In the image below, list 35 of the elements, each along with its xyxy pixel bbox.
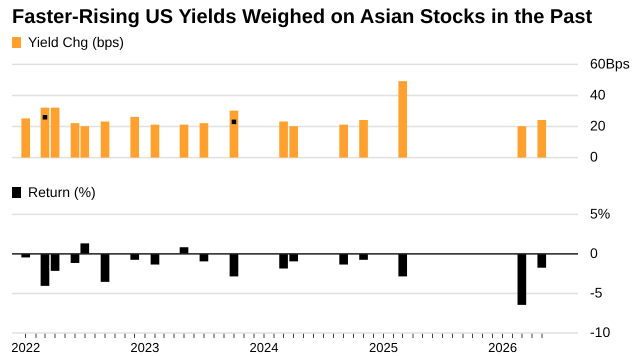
bar xyxy=(230,110,238,158)
y-tick-label: 0 xyxy=(590,244,598,261)
y-tick-label: -10 xyxy=(590,324,610,340)
x-tick-label: 2026 xyxy=(488,340,518,356)
legend-label: Yield Chg (bps) xyxy=(28,34,124,50)
y-tick-label: 5% xyxy=(590,205,610,222)
x-tick-label: 2024 xyxy=(250,340,278,356)
bar xyxy=(100,122,110,158)
bar xyxy=(398,81,408,158)
bar xyxy=(100,254,110,282)
bar xyxy=(150,124,160,158)
y-tick-label: -5 xyxy=(590,284,603,300)
bar xyxy=(200,123,208,158)
y-tick-label: 60Bps xyxy=(590,55,630,72)
bar xyxy=(339,124,348,158)
bar xyxy=(130,116,140,158)
bar xyxy=(518,126,526,158)
bar xyxy=(339,254,348,265)
legend-label: Return (%) xyxy=(28,184,96,200)
chart-title: Faster-Rising US Yields Weighed on Asian Stocks in the Past xyxy=(11,5,594,30)
bar xyxy=(537,254,546,268)
bar xyxy=(150,254,160,265)
y-tick-label: 0 xyxy=(590,148,598,164)
x-tick-label: 2023 xyxy=(130,340,160,356)
bar xyxy=(180,124,188,158)
x-tick-label: 2022 xyxy=(11,340,40,356)
bar xyxy=(398,254,408,276)
bar xyxy=(518,254,526,305)
bar xyxy=(537,120,546,158)
bar xyxy=(230,254,238,276)
x-tick-label: 2025 xyxy=(368,340,398,356)
bar xyxy=(359,120,368,158)
y-tick-label: 40 xyxy=(590,86,606,102)
y-tick-label: 20 xyxy=(590,117,606,134)
bar xyxy=(21,118,30,158)
